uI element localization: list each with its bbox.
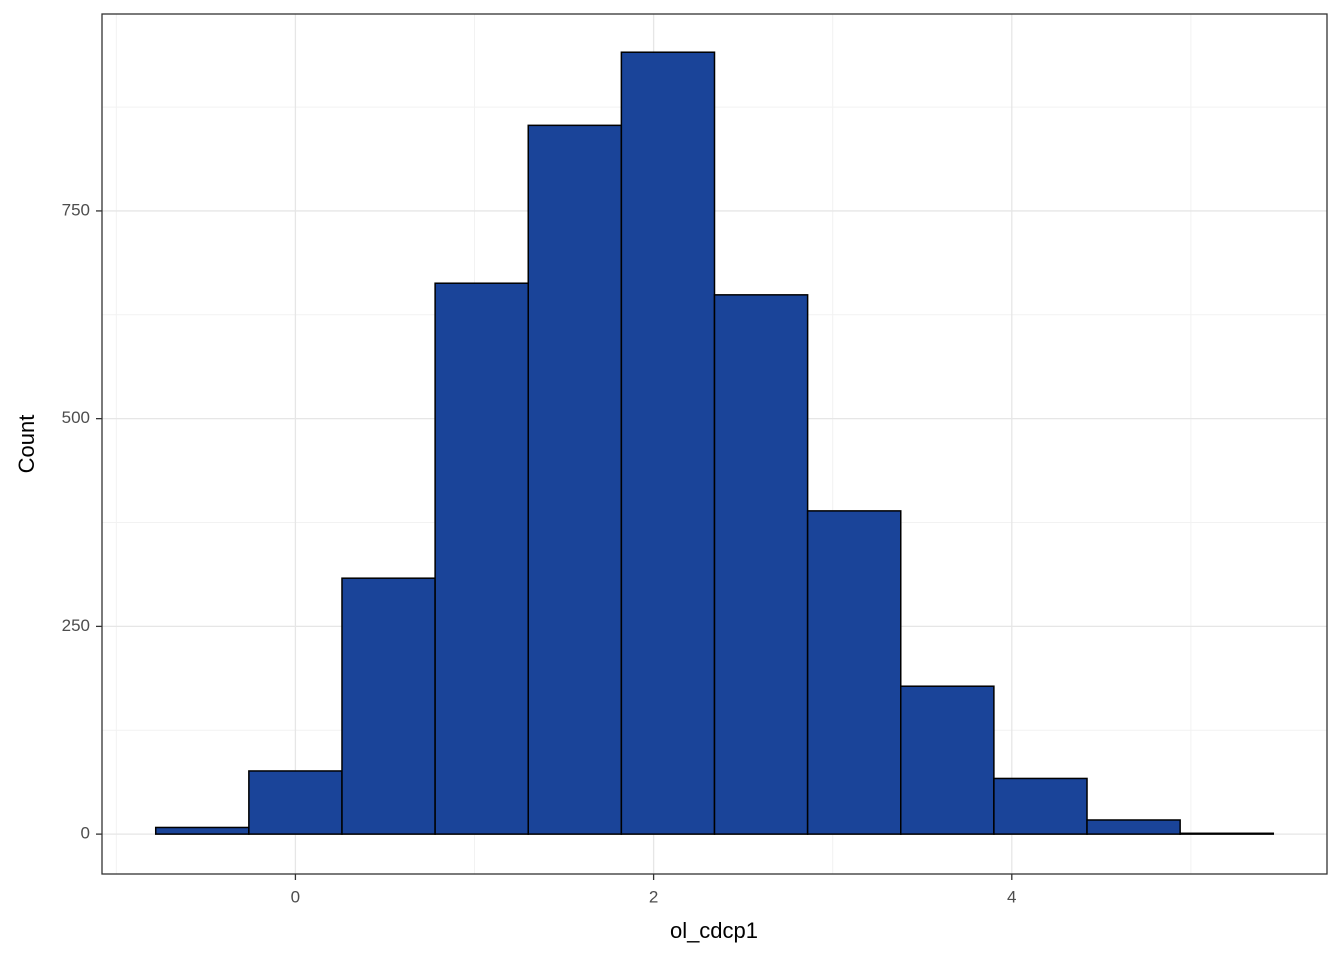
- bar: [713, 294, 809, 835]
- y-tick-label: 250: [62, 616, 90, 635]
- bar: [993, 777, 1088, 835]
- bar: [620, 51, 716, 835]
- y-tick-label: 750: [62, 200, 90, 219]
- y-tick-label: 0: [81, 824, 90, 843]
- bar: [154, 826, 250, 835]
- bar: [806, 510, 902, 835]
- bar: [1086, 819, 1181, 835]
- bar: [341, 577, 436, 835]
- x-tick-label: 4: [1007, 887, 1016, 906]
- x-tick-label: 2: [649, 887, 658, 906]
- y-tick-label: 500: [62, 408, 90, 427]
- y-axis-title: Count: [14, 415, 39, 474]
- bar: [527, 124, 623, 835]
- bar: [900, 685, 995, 835]
- bar: [1179, 832, 1275, 835]
- x-axis-title: ol_cdcp1: [670, 918, 758, 943]
- panel-border: [101, 13, 1328, 875]
- x-tick-label: 0: [291, 887, 300, 906]
- bar: [248, 770, 343, 835]
- bar: [434, 282, 529, 835]
